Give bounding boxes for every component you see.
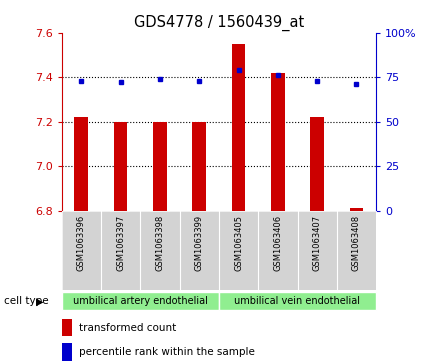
Bar bbox=[62, 343, 72, 360]
Title: GDS4778 / 1560439_at: GDS4778 / 1560439_at bbox=[134, 15, 304, 31]
Text: ▶: ▶ bbox=[36, 296, 44, 306]
Bar bbox=[114, 122, 128, 211]
Text: cell type: cell type bbox=[4, 296, 49, 306]
Bar bbox=[153, 122, 167, 211]
Text: GSM1063406: GSM1063406 bbox=[273, 215, 282, 271]
Text: umbilical vein endothelial: umbilical vein endothelial bbox=[235, 296, 360, 306]
Text: percentile rank within the sample: percentile rank within the sample bbox=[79, 347, 255, 357]
Text: GSM1063398: GSM1063398 bbox=[156, 215, 164, 271]
Text: GSM1063407: GSM1063407 bbox=[313, 215, 322, 271]
Text: transformed count: transformed count bbox=[79, 323, 176, 333]
Text: GSM1063408: GSM1063408 bbox=[352, 215, 361, 271]
Text: umbilical artery endothelial: umbilical artery endothelial bbox=[73, 296, 208, 306]
Text: GSM1063397: GSM1063397 bbox=[116, 215, 125, 271]
Bar bbox=[62, 292, 219, 310]
Bar bbox=[62, 319, 72, 336]
Text: GSM1063405: GSM1063405 bbox=[234, 215, 243, 270]
Bar bbox=[219, 292, 376, 310]
Text: GSM1063396: GSM1063396 bbox=[77, 215, 86, 271]
Bar bbox=[74, 117, 88, 211]
Bar bbox=[350, 208, 363, 211]
Bar bbox=[271, 73, 285, 211]
Text: GSM1063399: GSM1063399 bbox=[195, 215, 204, 271]
Bar bbox=[232, 44, 245, 211]
Bar bbox=[310, 117, 324, 211]
Bar bbox=[193, 122, 206, 211]
